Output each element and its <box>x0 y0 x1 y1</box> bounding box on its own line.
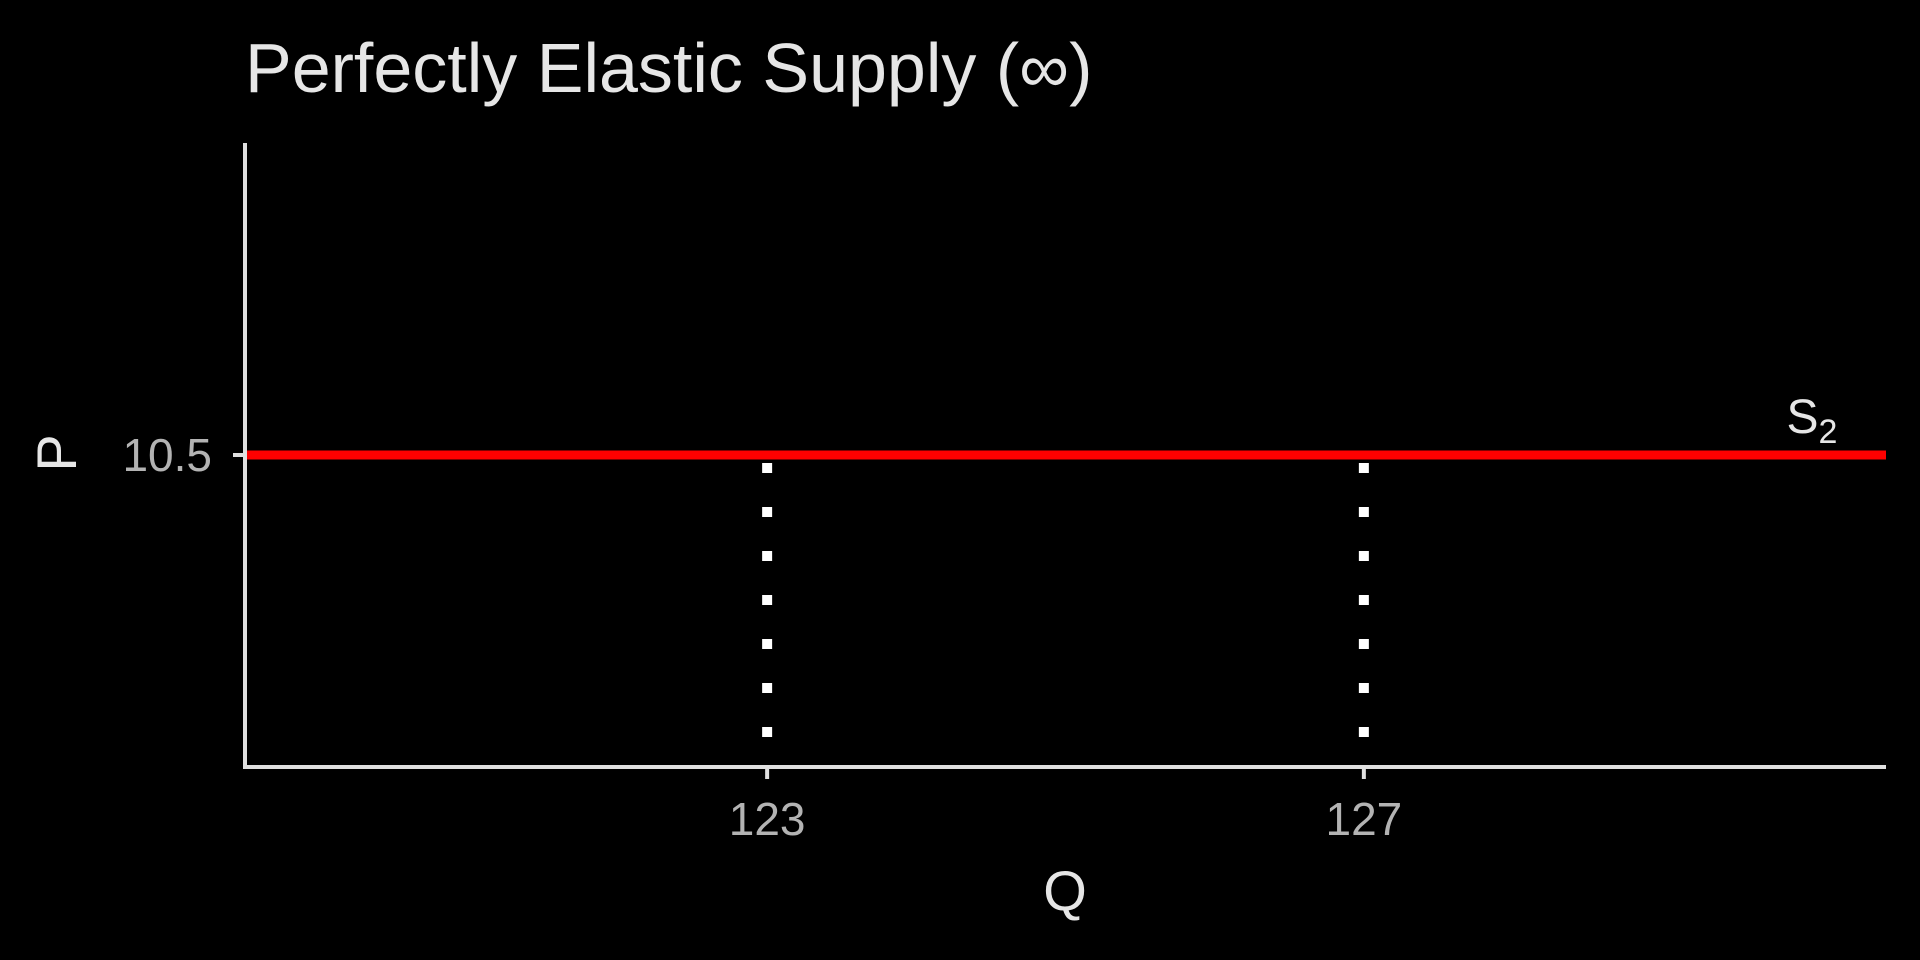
y-tick-label: 10.5 <box>122 429 212 481</box>
reference-lines <box>762 463 1369 747</box>
y-axis-label: P <box>25 434 88 471</box>
series-label-subscript: 2 <box>1819 413 1838 451</box>
x-tick-label: 123 <box>729 793 806 845</box>
chart-title: Perfectly Elastic Supply (∞) <box>245 29 1092 107</box>
x-ticks: 123 127 <box>729 767 1402 845</box>
y-ticks: 10.5 <box>122 429 245 481</box>
series-label-main: S <box>1787 391 1819 444</box>
series-label-s2: S2 <box>1787 391 1838 451</box>
x-tick-label: 127 <box>1325 793 1402 845</box>
x-axis-label: Q <box>1043 859 1087 922</box>
